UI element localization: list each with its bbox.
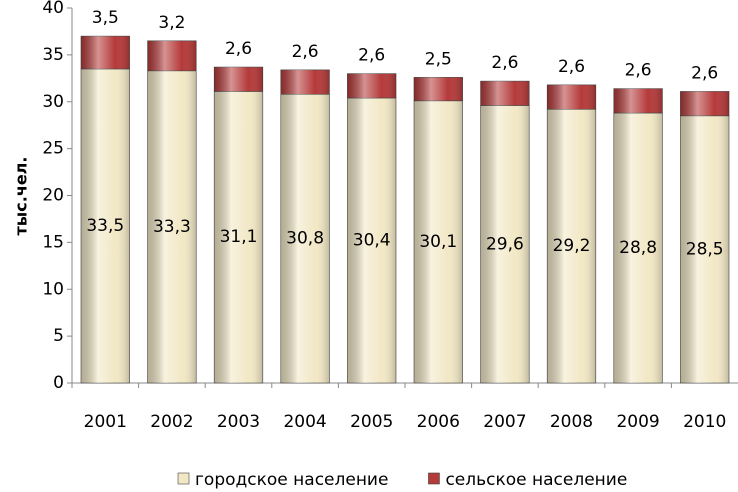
bar-shine — [147, 40, 197, 71]
bar-shine — [347, 73, 397, 98]
x-tick-label: 2004 — [283, 412, 326, 432]
bar-shine — [347, 98, 397, 383]
value-label: 29,2 — [553, 236, 591, 256]
y-tick-label: 40 — [42, 0, 64, 18]
value-label: 30,8 — [286, 229, 324, 249]
bar-shine — [80, 68, 130, 383]
y-tick-label: 35 — [42, 45, 64, 65]
bar-shine — [680, 91, 730, 116]
y-tick-label: 25 — [42, 139, 64, 159]
bar-shine — [480, 105, 530, 383]
y-tick-label: 0 — [53, 373, 64, 393]
legend-swatch — [177, 472, 190, 485]
legend-swatch — [428, 472, 440, 485]
bar-shine — [80, 36, 130, 69]
y-tick-label: 20 — [42, 186, 64, 206]
x-tick-label: 2010 — [683, 412, 726, 432]
bar-shine — [413, 77, 463, 101]
value-label: 31,1 — [220, 227, 258, 247]
bar-shine — [214, 67, 263, 92]
bar-shine — [480, 81, 530, 106]
value-label: 30,1 — [419, 232, 457, 252]
bar-shine — [547, 109, 596, 383]
value-label: 2,6 — [491, 53, 518, 73]
value-label: 2,6 — [558, 57, 585, 77]
value-label: 28,5 — [686, 239, 724, 259]
value-label: 29,6 — [486, 234, 524, 254]
bar-shine — [680, 115, 730, 383]
value-label: 33,3 — [153, 217, 191, 237]
y-tick-label: 30 — [42, 92, 64, 112]
bar-shine — [214, 91, 263, 383]
legend-label: сельское население — [445, 470, 627, 490]
value-label: 3,5 — [92, 8, 119, 28]
x-tick-label: 2005 — [350, 412, 393, 432]
value-label: 2,5 — [425, 49, 452, 69]
value-label: 3,2 — [158, 13, 185, 33]
bar-shine — [147, 70, 197, 383]
y-tick-label: 10 — [42, 279, 64, 299]
x-tick-label: 2002 — [150, 412, 193, 432]
bar-shine — [280, 69, 330, 95]
x-tick-label: 2003 — [217, 412, 260, 432]
legend-label: городское население — [195, 470, 388, 490]
value-label: 2,6 — [691, 63, 718, 83]
x-tick-label: 2008 — [550, 412, 593, 432]
value-label: 28,8 — [619, 238, 657, 258]
x-tick-label: 2006 — [417, 412, 460, 432]
bar-shine — [547, 84, 596, 110]
bar-shine — [613, 88, 663, 113]
bar-shine — [413, 100, 463, 383]
x-tick-label: 2009 — [616, 412, 659, 432]
value-label: 30,4 — [353, 231, 391, 251]
bar-shine — [280, 94, 330, 383]
bar-shine — [613, 113, 663, 383]
x-tick-label: 2007 — [483, 412, 526, 432]
y-tick-label: 15 — [42, 232, 64, 252]
y-axis-label: тыс.чел. — [12, 157, 31, 236]
x-tick-label: 2001 — [84, 412, 127, 432]
value-label: 2,6 — [292, 42, 319, 62]
value-label: 2,6 — [225, 39, 252, 59]
value-label: 2,6 — [358, 46, 385, 66]
value-label: 2,6 — [625, 61, 652, 81]
value-label: 33,5 — [86, 216, 124, 236]
y-tick-label: 5 — [53, 326, 64, 346]
